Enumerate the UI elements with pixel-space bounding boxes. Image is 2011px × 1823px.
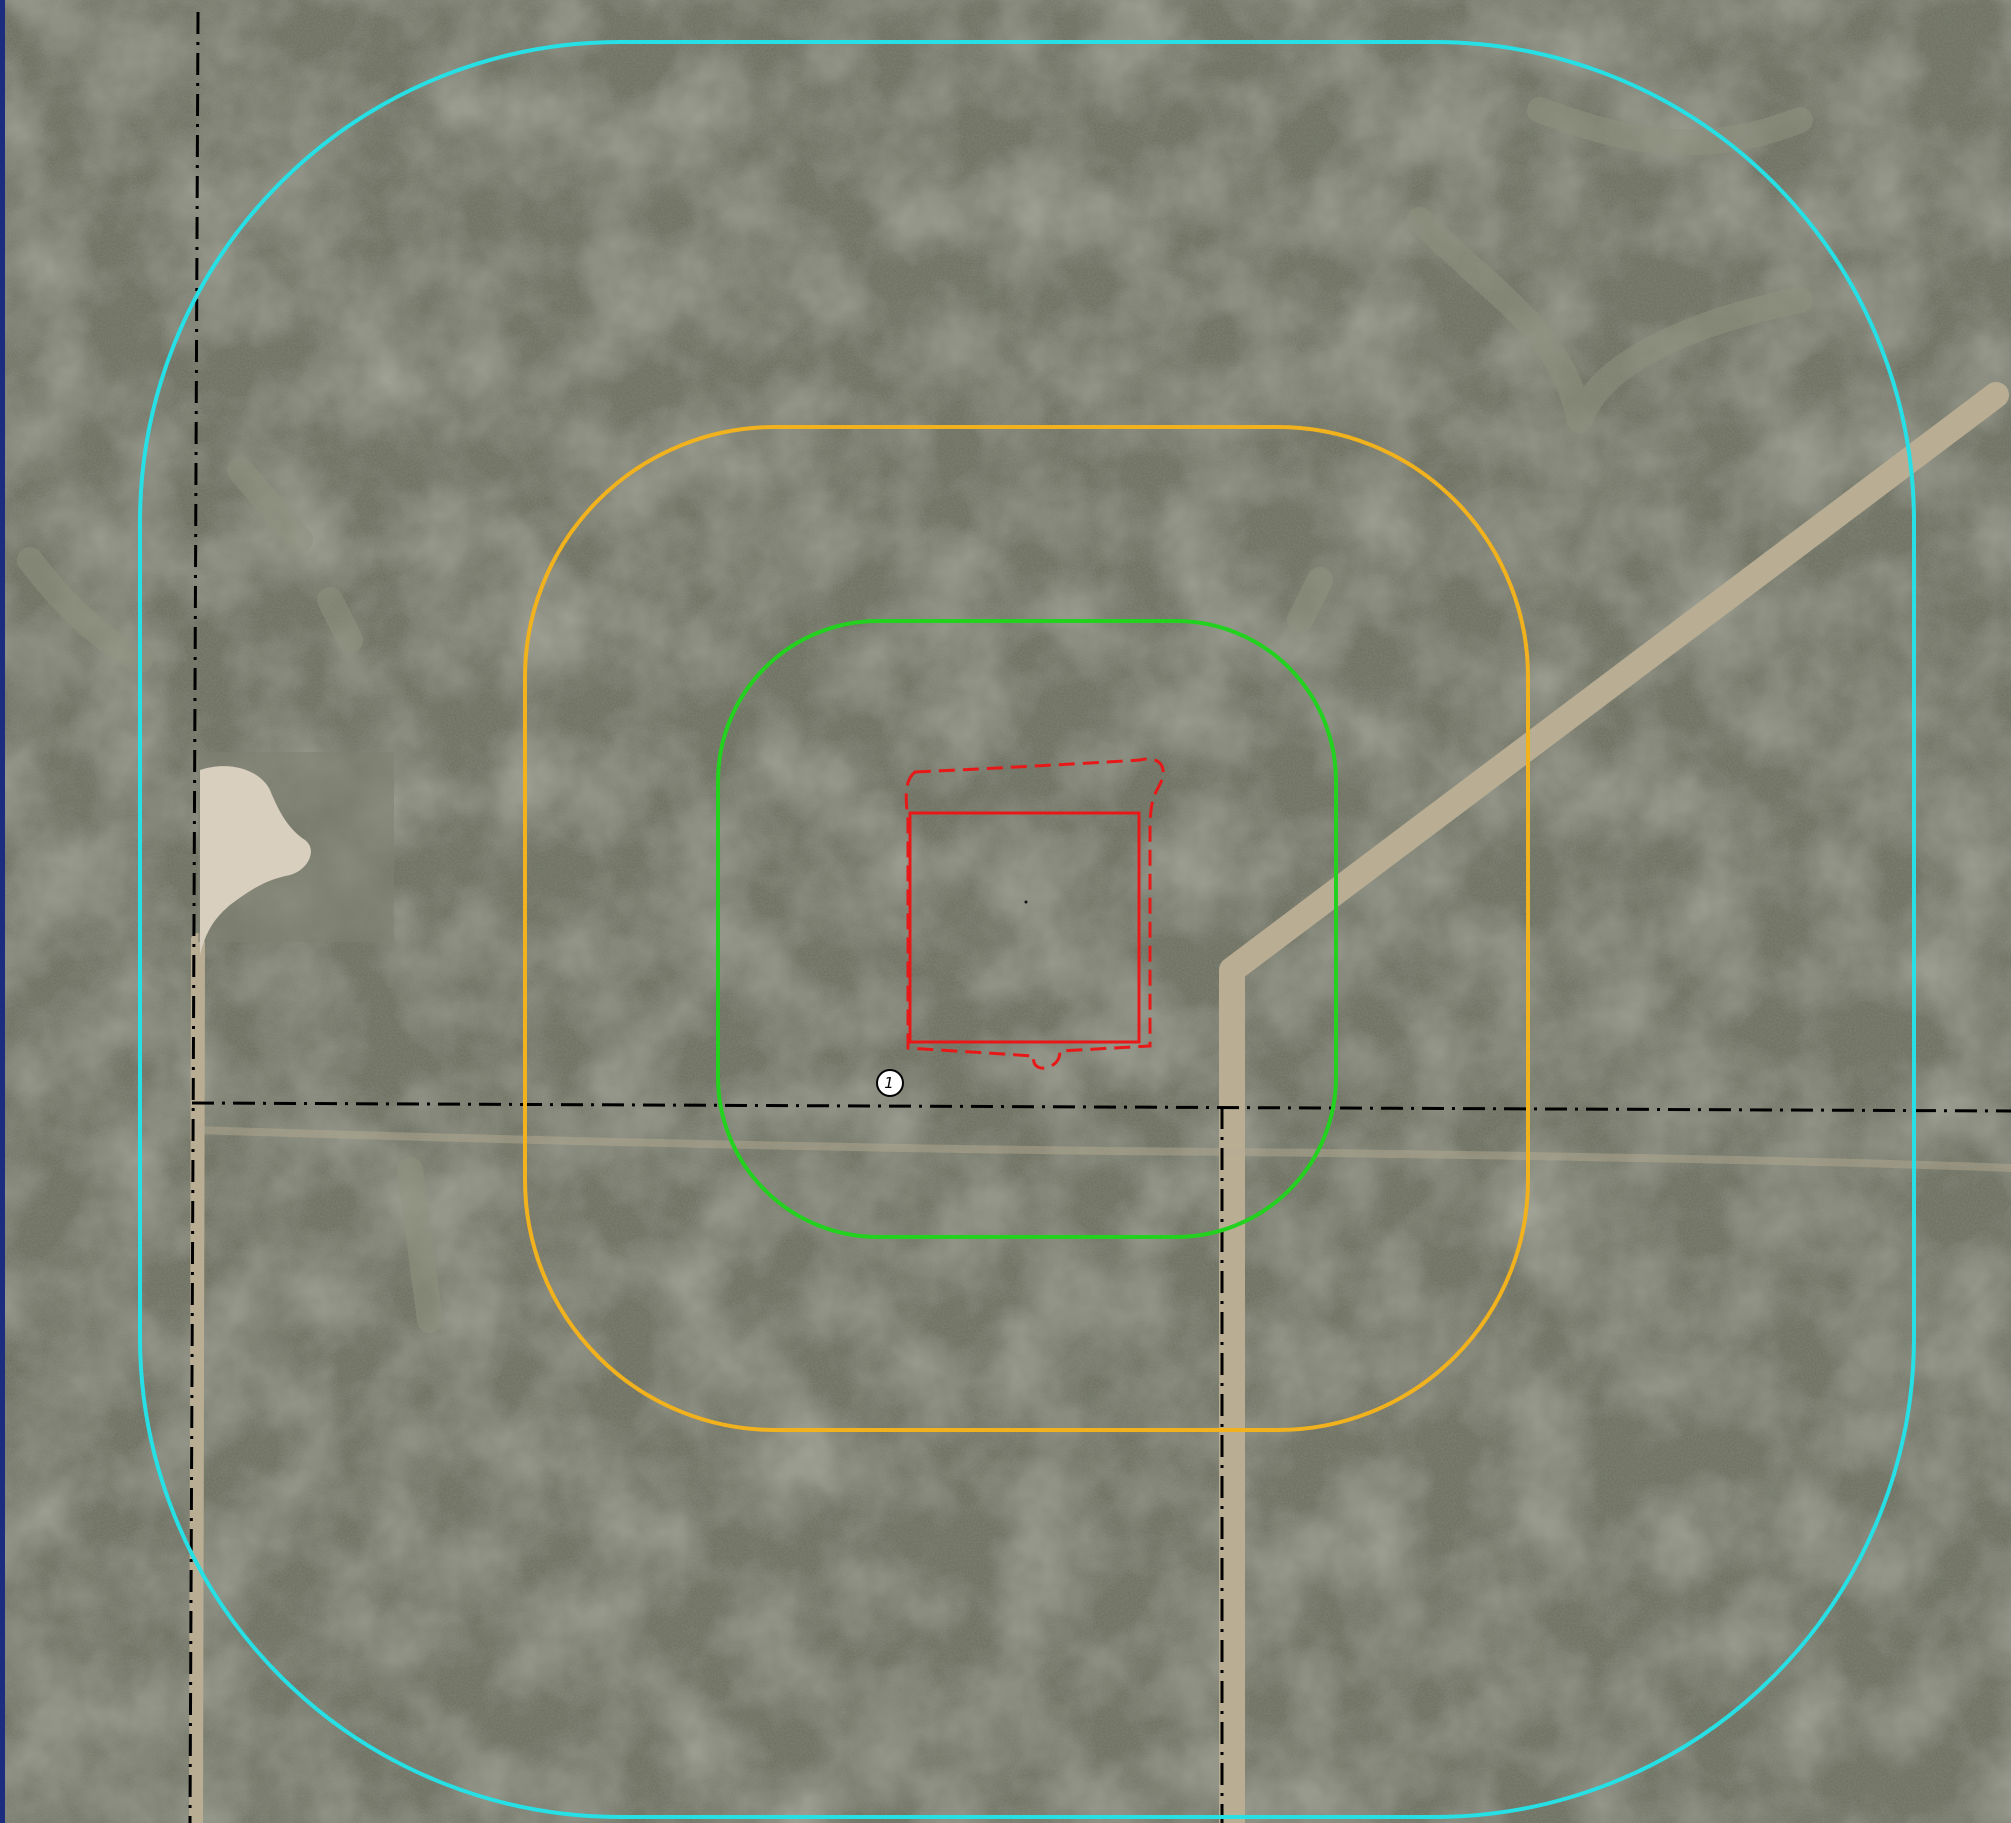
map-left-border <box>0 0 5 1823</box>
west-road <box>189 933 205 1823</box>
site-boundary-dashed <box>904 757 1165 1070</box>
well-marker-circle <box>876 1069 904 1097</box>
site-boundary <box>904 757 1165 1070</box>
section-lines <box>188 11 2011 1823</box>
inner-buffer-ring <box>716 619 1338 1239</box>
well-marker-label: 1 <box>884 1074 894 1092</box>
section-line-east-west <box>191 1101 2011 1113</box>
dirt-roads <box>189 382 2011 1823</box>
drainage-washes <box>17 97 1813 1333</box>
section-line-north-south-west <box>188 11 200 1823</box>
middle-buffer-ring <box>523 425 1530 1432</box>
east-west-track <box>192 1126 2011 1172</box>
site-center-point <box>1024 900 1028 904</box>
site-boundary-solid <box>908 811 1141 1044</box>
well-pad <box>198 752 394 955</box>
outer-buffer-ring <box>138 40 1916 1819</box>
pad-surface <box>200 766 311 955</box>
well-marker[interactable]: 1 <box>876 1069 904 1097</box>
diagonal-road <box>1219 382 2009 1823</box>
